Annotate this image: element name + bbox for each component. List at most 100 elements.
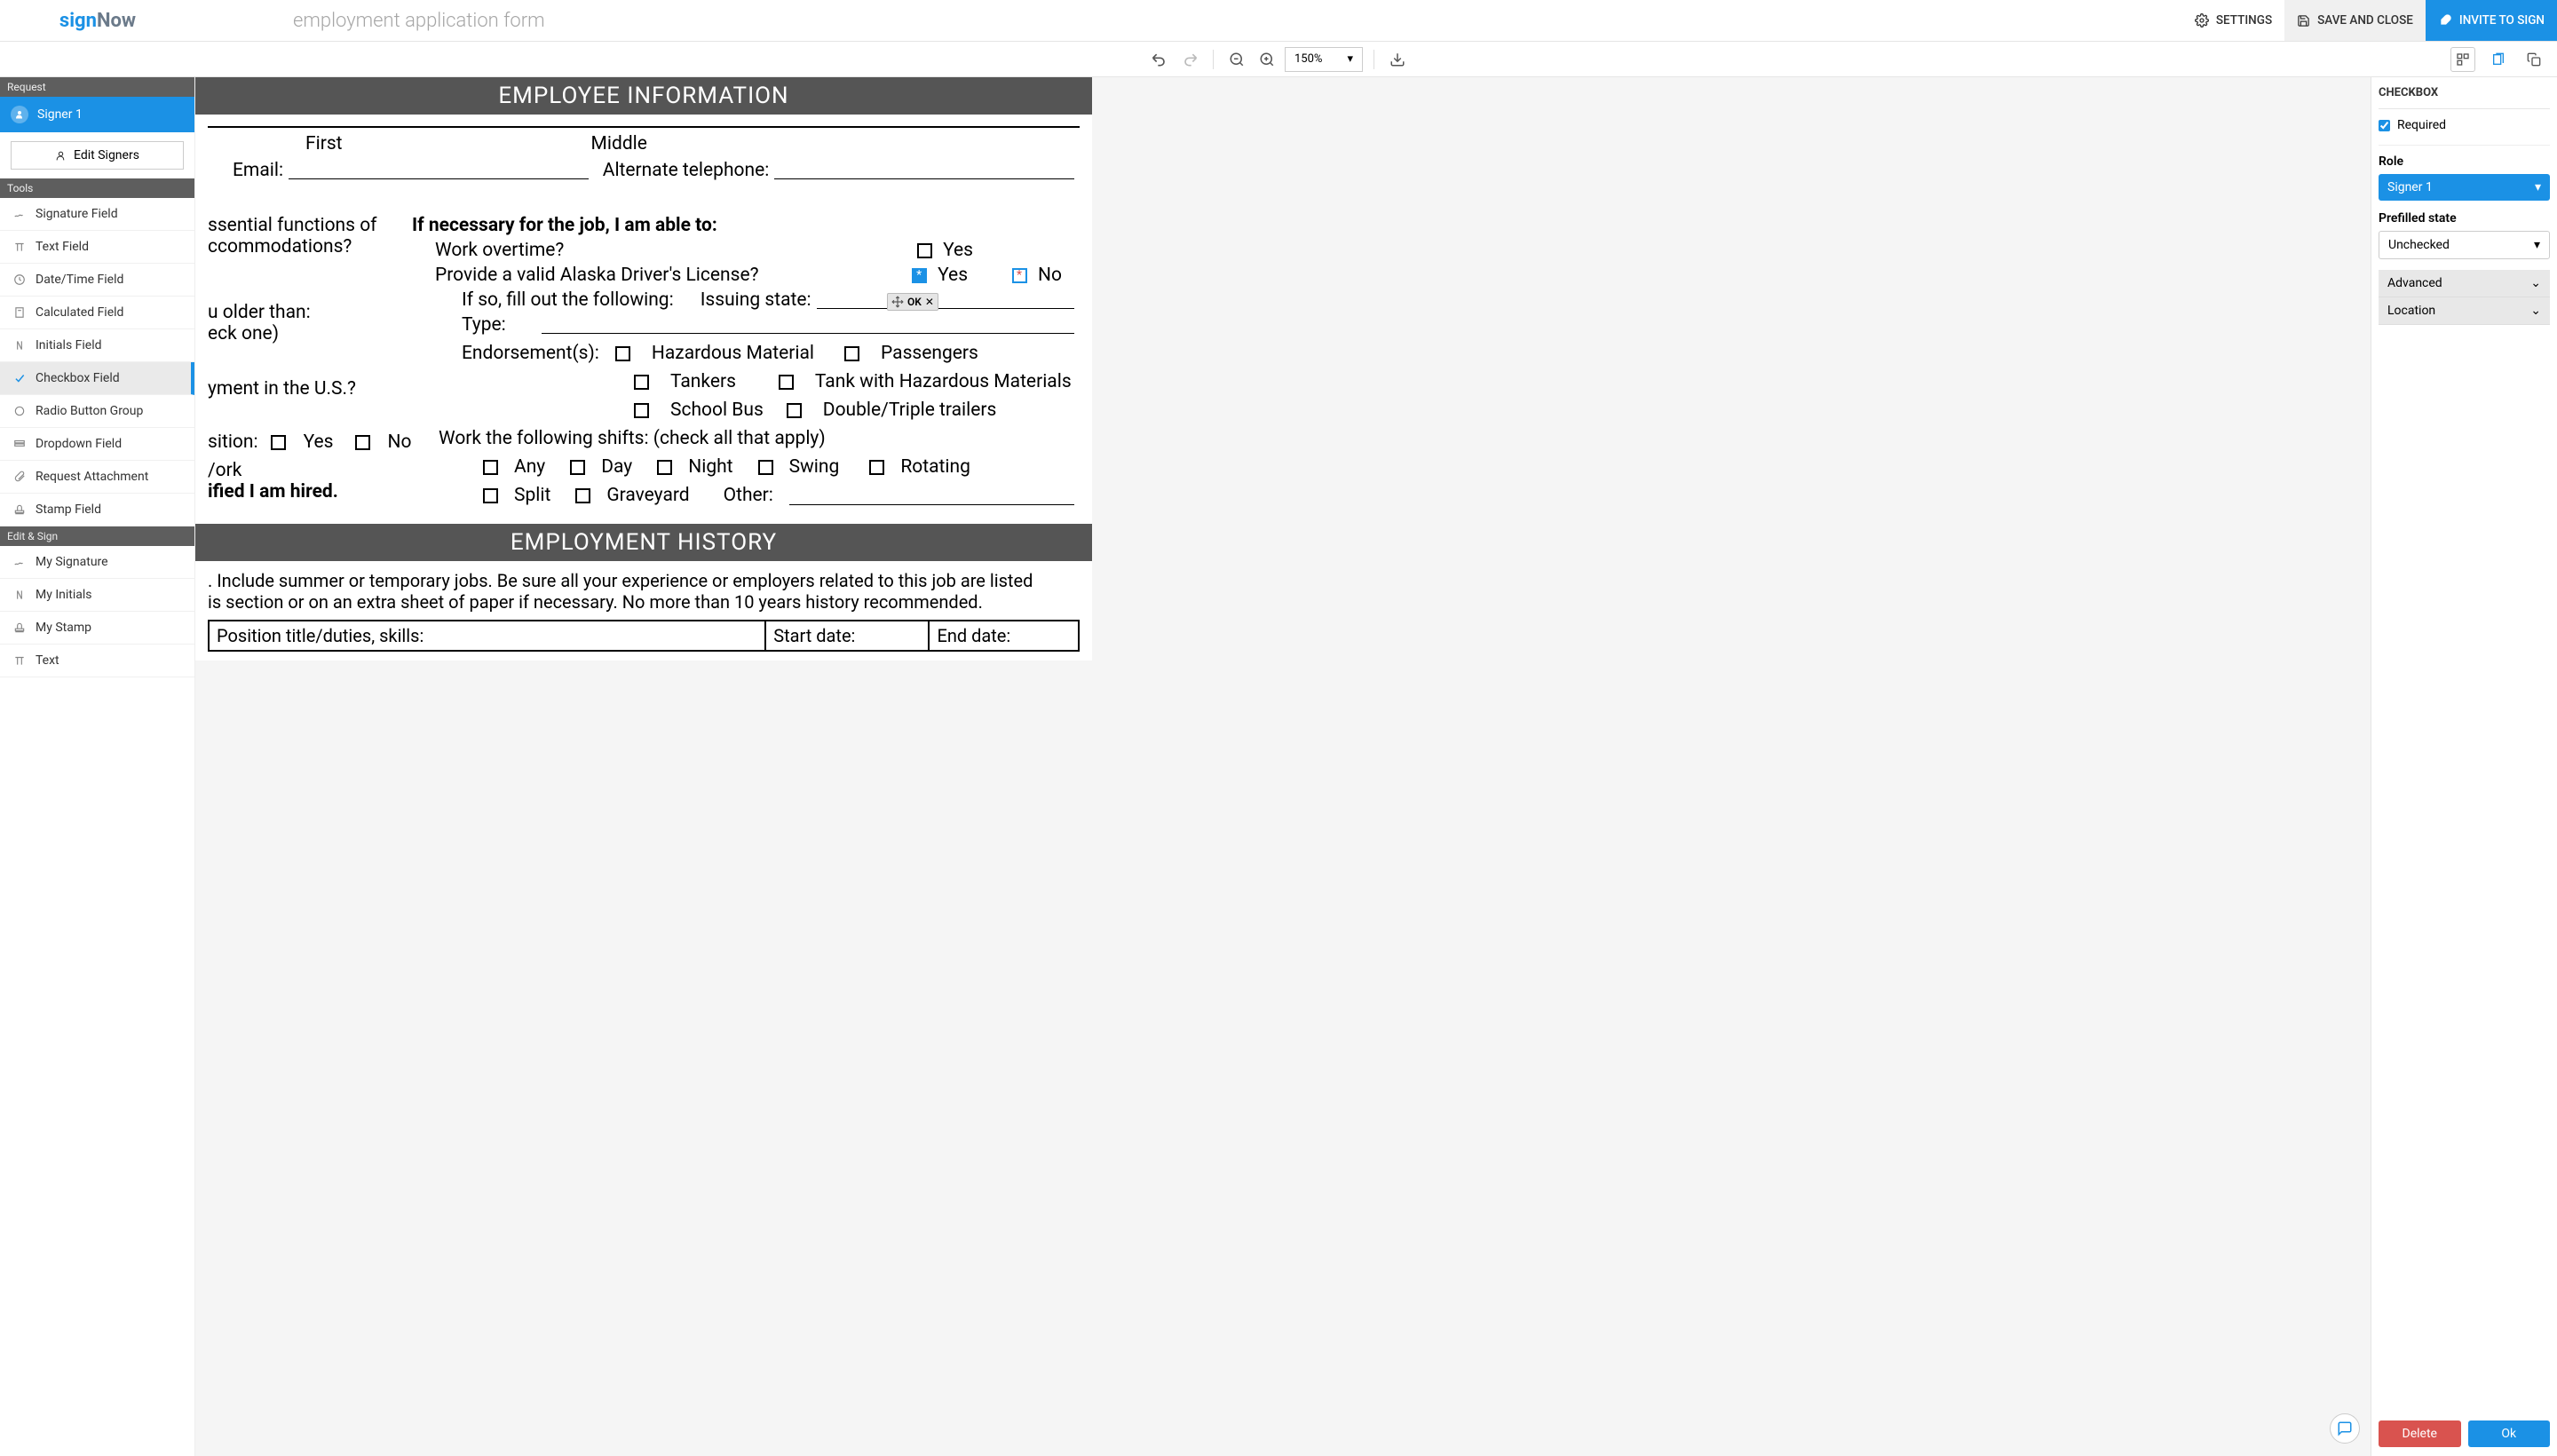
endorsements-label: Endorsement(s): [412, 343, 599, 364]
logo[interactable]: signNow [0, 10, 195, 32]
required-input[interactable] [2379, 120, 2390, 131]
checkbox-field-widget[interactable]: OK ✕ [887, 293, 938, 311]
save-label: SAVE AND CLOSE [2317, 13, 2413, 28]
location-accordion[interactable]: Location ⌄ [2379, 297, 2550, 325]
avatar-icon [11, 106, 28, 123]
start-date-header: Start date: [765, 621, 929, 651]
signer-item[interactable]: Signer 1 [0, 97, 194, 132]
edit-signers-button[interactable]: Edit Signers [11, 141, 184, 170]
tool-label: Signature Field [36, 207, 118, 221]
pages-icon[interactable] [2486, 47, 2511, 72]
delete-button[interactable]: Delete [2379, 1420, 2461, 1447]
initials-icon [12, 339, 27, 352]
tool-my-initials[interactable]: My Initials [0, 579, 194, 612]
person-icon [55, 150, 67, 162]
feather-icon [2438, 13, 2452, 28]
settings-label: SETTINGS [2216, 13, 2272, 28]
chevron-down-icon: ▾ [2535, 180, 2541, 194]
essential-text-2: ccommodations? [208, 236, 412, 257]
required-checkbox[interactable]: Required [2379, 118, 2550, 132]
email-label: Email: [208, 160, 283, 181]
tool-label: My Initials [36, 588, 92, 602]
clock-icon [12, 273, 27, 286]
tool-checkbox-field[interactable]: Checkbox Field [0, 362, 194, 395]
copy-icon[interactable] [2521, 47, 2546, 72]
tool-my-signature[interactable]: My Signature [0, 546, 194, 579]
tool-text[interactable]: Text [0, 645, 194, 677]
type-label: Type: [412, 314, 506, 336]
signer-label: Signer 1 [37, 107, 83, 122]
sig-icon [12, 556, 27, 568]
role-select[interactable]: Signer 1 ▾ [2379, 174, 2550, 201]
zoom-select[interactable]: 150%▾ [1285, 47, 1363, 72]
tool-label: Stamp Field [36, 502, 101, 517]
tool-initials-field[interactable]: Initials Field [0, 329, 194, 362]
prefilled-label: Prefilled state [2379, 211, 2550, 226]
stamp-icon [12, 503, 27, 516]
tool-stamp-field[interactable]: Stamp Field [0, 494, 194, 526]
first-label: First [305, 133, 343, 154]
redo-button[interactable] [1177, 47, 1202, 72]
issuing-label: Issuing state: [701, 289, 811, 311]
tool-date/time-field[interactable]: Date/Time Field [0, 264, 194, 297]
document-title[interactable]: employment application form [195, 10, 2182, 32]
position-title-header: Position title/duties, skills: [209, 621, 765, 651]
tools-header: Tools [0, 178, 194, 198]
tool-label: Text Field [36, 240, 89, 254]
checkbox-no-selected[interactable] [1012, 268, 1027, 283]
chat-button[interactable] [2330, 1413, 2360, 1444]
tool-label: My Stamp [36, 621, 91, 635]
if-so-label: If so, fill out the following: [412, 289, 674, 311]
location-label: Location [2387, 304, 2435, 318]
save-close-button[interactable]: SAVE AND CLOSE [2284, 0, 2426, 41]
role-value: Signer 1 [2387, 180, 2433, 194]
sidebar: Request Signer 1 Edit Signers Tools Sign… [0, 77, 195, 1456]
role-label: Role [2379, 154, 2550, 169]
tool-text-field[interactable]: Text Field [0, 231, 194, 264]
edit-sign-header: Edit & Sign [0, 526, 194, 546]
dropdown-icon [12, 438, 27, 450]
chevron-down-icon: ▾ [2534, 238, 2540, 252]
prefilled-select[interactable]: Unchecked▾ [2379, 231, 2550, 259]
history-text-2: is section or on an extra sheet of paper… [208, 591, 1080, 613]
checkbox-yes-filled[interactable] [912, 268, 927, 283]
tool-dropdown-field[interactable]: Dropdown Field [0, 428, 194, 461]
zoom-in-button[interactable] [1255, 47, 1279, 72]
employment-us-label: yment in the U.S.? [208, 378, 412, 400]
work-label: /ork [208, 460, 412, 481]
tool-my-stamp[interactable]: My Stamp [0, 612, 194, 645]
fields-icon[interactable] [2450, 47, 2475, 72]
text-icon [12, 654, 27, 667]
position-label: sition: [208, 431, 258, 453]
alt-phone-label: Alternate telephone: [603, 160, 770, 181]
hired-label: ified I am hired. [208, 481, 412, 502]
invite-button[interactable]: INVITE TO SIGN [2426, 0, 2557, 41]
chevron-down-icon: ⌄ [2530, 276, 2541, 290]
tool-request-attachment[interactable]: Request Attachment [0, 461, 194, 494]
tool-label: Dropdown Field [36, 437, 122, 451]
ok-button[interactable]: Ok [2468, 1420, 2551, 1447]
tool-label: Checkbox Field [36, 371, 120, 385]
zoom-out-button[interactable] [1224, 47, 1249, 72]
download-button[interactable] [1385, 47, 1410, 72]
sig-icon [12, 208, 27, 220]
zoom-value: 150% [1294, 52, 1322, 66]
document-canvas[interactable]: EMPLOYEE INFORMATION First Middle Email:… [195, 77, 2371, 1456]
required-label: Required [2397, 118, 2446, 132]
chat-icon [2337, 1420, 2353, 1436]
end-date-header: End date: [929, 621, 1079, 651]
history-text-1: . Include summer or temporary jobs. Be s… [208, 570, 1080, 591]
widget-ok-label[interactable]: OK [907, 296, 922, 308]
advanced-accordion[interactable]: Advanced⌄ [2379, 270, 2550, 297]
tool-label: Initials Field [36, 338, 102, 352]
widget-close-icon[interactable]: ✕ [925, 296, 934, 308]
undo-button[interactable] [1147, 47, 1172, 72]
if-necessary-label: If necessary for the job, I am able to: [412, 215, 1080, 236]
chevron-down-icon: ⌄ [2530, 304, 2541, 318]
tool-calculated-field[interactable]: Calculated Field [0, 297, 194, 329]
settings-button[interactable]: SETTINGS [2182, 0, 2284, 41]
stamp-icon [12, 621, 27, 634]
toolbar: 150%▾ [0, 42, 2557, 77]
tool-signature-field[interactable]: Signature Field [0, 198, 194, 231]
tool-radio-button-group[interactable]: Radio Button Group [0, 395, 194, 428]
